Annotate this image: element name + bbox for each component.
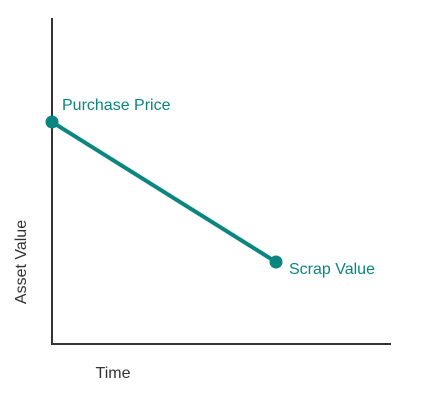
point-marker <box>45 115 59 129</box>
depreciation-line <box>50 120 278 264</box>
point-label: Purchase Price <box>62 97 171 114</box>
y-axis-label: Asset Value <box>13 220 30 304</box>
x-axis-label: Time <box>96 365 131 382</box>
point-marker <box>269 255 283 269</box>
point-label: Scrap Value <box>289 261 375 278</box>
